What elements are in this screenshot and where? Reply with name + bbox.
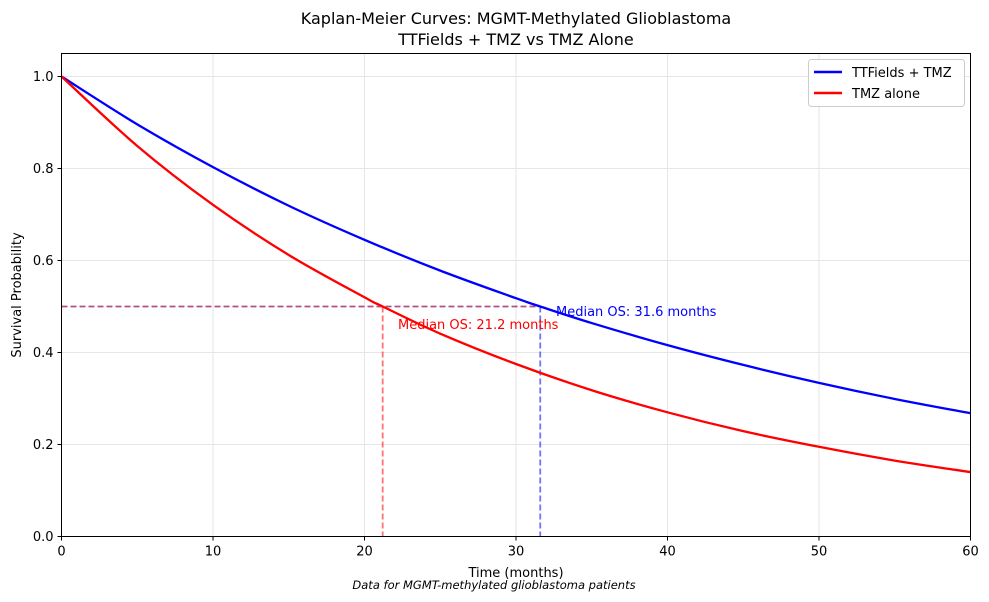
legend-box xyxy=(808,59,965,107)
chart-title-line1: Kaplan-Meier Curves: MGMT-Methylated Gli… xyxy=(301,9,731,28)
y-tick-label-3: 0.6 xyxy=(33,254,54,269)
x-tick-label-3: 30 xyxy=(508,545,525,560)
x-axis-ticks: 0 10 20 30 40 50 60 xyxy=(57,536,979,560)
x-tick-label-2: 20 xyxy=(356,545,373,560)
y-axis-ticks: 0.0 0.2 0.4 0.6 0.8 1.0 xyxy=(33,70,62,545)
median-label-red: Median OS: 21.2 months xyxy=(398,318,559,333)
x-tick-label-4: 40 xyxy=(659,545,676,560)
y-tick-label-5: 1.0 xyxy=(33,70,54,85)
x-tick-label-1: 10 xyxy=(205,545,222,560)
legend-label-ttfields: TTFields + TMZ xyxy=(851,66,952,81)
y-tick-label-2: 0.4 xyxy=(33,346,54,361)
y-tick-label-1: 0.2 xyxy=(33,438,54,453)
grid-lines xyxy=(61,53,971,537)
footnote: Data for MGMT-methylated glioblastoma pa… xyxy=(352,578,635,592)
x-tick-label-0: 0 xyxy=(57,545,65,560)
series-lines xyxy=(60,75,971,474)
median-lines xyxy=(61,305,542,537)
series-line-1 xyxy=(60,75,971,474)
legend-label-tmz: TMZ alone xyxy=(851,87,920,102)
median-label-blue: Median OS: 31.6 months xyxy=(556,305,717,320)
legend: TTFields + TMZ TMZ alone xyxy=(808,59,965,107)
y-axis-label: Survival Probability xyxy=(10,232,25,358)
y-tick-label-0: 0.0 xyxy=(33,530,54,545)
x-axis-label: Time (months) xyxy=(467,566,563,581)
y-tick-label-4: 0.8 xyxy=(33,162,54,177)
x-tick-label-6: 60 xyxy=(962,545,979,560)
x-tick-label-5: 50 xyxy=(811,545,828,560)
series-line-0 xyxy=(60,75,971,415)
chart-title-line2: TTFields + TMZ vs TMZ Alone xyxy=(397,30,633,49)
